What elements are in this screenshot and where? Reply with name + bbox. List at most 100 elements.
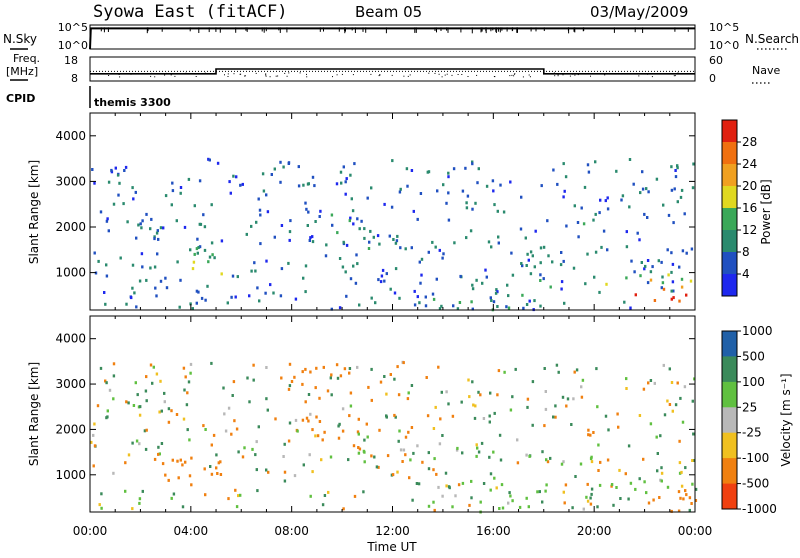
range-cell bbox=[280, 224, 284, 227]
range-cell bbox=[656, 452, 659, 455]
range-cell bbox=[377, 465, 380, 469]
range-cell bbox=[521, 293, 524, 297]
range-cell bbox=[287, 387, 291, 391]
range-cell bbox=[135, 305, 138, 309]
range-cell bbox=[646, 281, 650, 285]
colorbar-segment bbox=[722, 274, 737, 297]
range-cell bbox=[378, 242, 381, 246]
range-cell bbox=[290, 380, 294, 383]
range-cell bbox=[549, 285, 552, 289]
range-cell bbox=[527, 505, 530, 509]
range-cell bbox=[352, 264, 355, 268]
range-cell bbox=[131, 263, 135, 267]
range-cell bbox=[438, 307, 442, 311]
range-cell bbox=[353, 162, 356, 166]
nave-tick-high: 60 bbox=[709, 54, 723, 67]
range-cell bbox=[491, 179, 495, 183]
range-cell bbox=[604, 414, 608, 418]
range-cell bbox=[217, 461, 220, 465]
range-cell bbox=[355, 253, 358, 257]
range-cell bbox=[470, 496, 473, 500]
range-cell bbox=[409, 458, 412, 462]
range-cell bbox=[576, 221, 580, 224]
range-cell bbox=[639, 191, 642, 195]
range-cell bbox=[564, 175, 568, 179]
range-cell bbox=[393, 413, 396, 417]
range-cell bbox=[598, 211, 601, 215]
range-cell bbox=[496, 209, 499, 213]
y-tick-label: 4000 bbox=[55, 129, 86, 143]
nave-dot bbox=[118, 74, 120, 75]
range-cell bbox=[258, 299, 261, 303]
range-cell bbox=[405, 167, 409, 171]
range-cell bbox=[288, 421, 292, 425]
range-cell bbox=[293, 474, 297, 478]
range-cell bbox=[105, 416, 108, 420]
range-cell bbox=[383, 279, 386, 283]
range-cell bbox=[440, 304, 443, 308]
range-cell bbox=[555, 363, 559, 367]
range-cell bbox=[454, 494, 457, 498]
range-cell bbox=[468, 395, 471, 399]
range-cell bbox=[596, 505, 599, 509]
range-cell bbox=[330, 373, 333, 377]
range-cell bbox=[197, 290, 200, 294]
range-cell bbox=[216, 161, 220, 165]
range-cell bbox=[188, 438, 191, 442]
range-cell bbox=[670, 165, 673, 169]
nave-dot bbox=[306, 76, 308, 78]
range-cell bbox=[441, 434, 444, 437]
range-cell bbox=[202, 213, 205, 217]
colorbar-tick-label: 20 bbox=[742, 179, 757, 193]
range-cell bbox=[471, 160, 474, 164]
nave-dot bbox=[574, 74, 576, 76]
range-cell bbox=[149, 363, 153, 367]
beam-title: Beam 05 bbox=[355, 3, 422, 21]
range-cell bbox=[234, 488, 237, 492]
range-cell bbox=[183, 225, 187, 229]
power-colorbar-label: Power [dB] bbox=[759, 179, 773, 244]
range-cell bbox=[416, 295, 419, 299]
range-cell bbox=[266, 210, 270, 214]
range-cell bbox=[546, 460, 550, 464]
range-cell bbox=[145, 428, 148, 432]
freq-tick-high: 18 bbox=[64, 54, 78, 67]
range-cell bbox=[389, 373, 392, 376]
range-cell bbox=[407, 430, 410, 434]
range-cell bbox=[203, 467, 206, 471]
range-cell bbox=[116, 173, 120, 177]
range-cell bbox=[196, 251, 199, 255]
range-cell bbox=[659, 434, 662, 438]
range-cell bbox=[208, 255, 212, 259]
range-cell bbox=[255, 468, 258, 472]
range-cell bbox=[402, 361, 405, 365]
range-cell bbox=[357, 417, 360, 421]
range-cell bbox=[396, 365, 399, 369]
range-cell bbox=[674, 169, 677, 172]
range-cell bbox=[219, 460, 222, 464]
range-cell bbox=[662, 203, 665, 207]
nave-dot bbox=[673, 75, 675, 77]
nave-dot bbox=[170, 74, 172, 76]
range-cell bbox=[531, 254, 534, 258]
nave-dot bbox=[352, 74, 354, 76]
range-cell bbox=[643, 480, 646, 484]
range-cell bbox=[520, 262, 523, 265]
range-cell bbox=[161, 462, 165, 466]
range-cell bbox=[565, 224, 568, 228]
range-cell bbox=[439, 417, 442, 421]
range-cell bbox=[495, 288, 498, 292]
x-tick-label: 04:00 bbox=[174, 524, 209, 538]
date-title: 03/May/2009 bbox=[590, 3, 688, 21]
range-cell bbox=[666, 248, 669, 252]
range-cell bbox=[337, 436, 341, 440]
nave-dot bbox=[239, 73, 241, 75]
range-cell bbox=[493, 476, 496, 480]
range-cell bbox=[406, 184, 409, 188]
range-cell bbox=[172, 492, 176, 496]
range-cell bbox=[658, 496, 661, 499]
range-cell bbox=[499, 458, 503, 462]
cpid-value: themis 3300 bbox=[94, 96, 171, 109]
range-cell bbox=[489, 472, 493, 476]
nave-dot bbox=[528, 74, 530, 76]
